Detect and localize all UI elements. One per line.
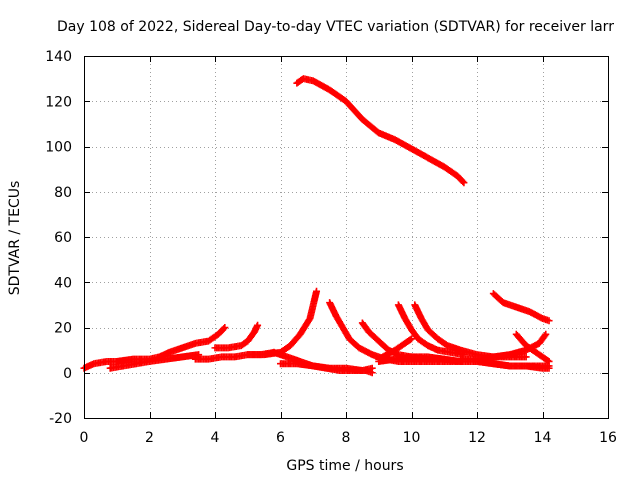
x-tick-label: 16 [599, 430, 617, 446]
series-arc-12 [394, 301, 468, 359]
sample-marker [541, 332, 549, 340]
y-tick-label: 100 [45, 140, 72, 156]
x-tick-label: 14 [534, 430, 552, 446]
data-point [221, 324, 229, 331]
data-point [254, 321, 262, 329]
data-points [80, 75, 553, 377]
chart-title: Day 108 of 2022, Sidereal Day-to-day VTE… [57, 19, 614, 35]
x-tick-label: 2 [145, 430, 154, 446]
axes: 0 2 4 6 8 10 12 14 16 -20 0 20 40 60 80 100 120 140 [45, 49, 617, 446]
y-axis-label: SDTVAR / TECUs [7, 181, 23, 296]
y-tick-label: 40 [54, 275, 72, 291]
y-tick-label: 80 [54, 185, 72, 201]
data-point [545, 362, 553, 370]
x-tick-label: 6 [276, 430, 285, 446]
y-tick-label: 0 [63, 366, 72, 382]
series-arc-3 [80, 324, 229, 372]
data-point [542, 330, 550, 338]
series-arc-18 [473, 357, 553, 370]
sample-marker [406, 336, 414, 344]
series-arc-4 [106, 351, 203, 372]
series-arc-17 [512, 330, 553, 365]
series-arc-1 [293, 75, 468, 187]
grid [84, 56, 608, 418]
y-tick-label: 140 [45, 49, 72, 65]
x-tick-label: 12 [468, 430, 486, 446]
x-tick-label: 4 [211, 430, 220, 446]
x-tick-label: 8 [342, 430, 351, 446]
x-tick-label: 0 [80, 430, 89, 446]
series-arc-9 [277, 360, 376, 374]
sample-marker [459, 178, 467, 186]
series-arc-2 [489, 290, 553, 325]
series-arc-6 [211, 321, 262, 352]
y-tick-label: 120 [45, 94, 72, 110]
data-point [522, 353, 530, 361]
sample-marker [220, 325, 228, 333]
data-point [408, 335, 415, 343]
y-tick-label: -20 [49, 411, 72, 427]
x-axis-label: GPS time / hours [286, 458, 403, 474]
series-arc-7 [244, 287, 321, 359]
series-arc-14 [375, 335, 415, 363]
data-point [368, 364, 376, 372]
y-tick-label: 20 [54, 321, 72, 337]
data-point [545, 317, 553, 325]
x-tick-label: 10 [403, 430, 421, 446]
data-point [460, 179, 468, 187]
y-tick-label: 60 [54, 230, 72, 246]
series-arc-16 [457, 330, 550, 363]
data-point [313, 287, 321, 295]
